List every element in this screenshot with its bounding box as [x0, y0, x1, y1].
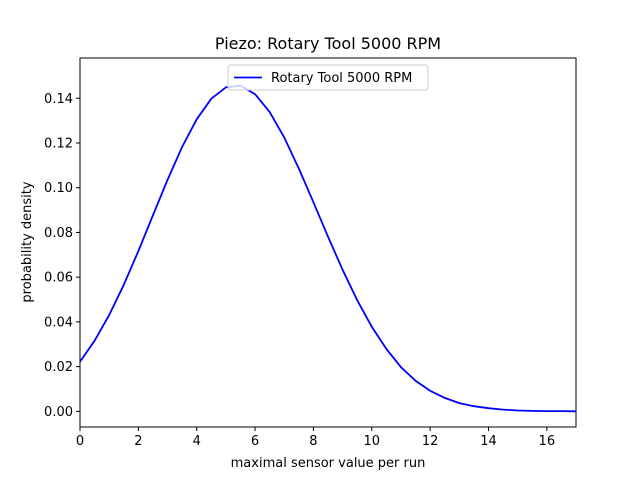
- x-tick-label: 14: [480, 434, 497, 449]
- y-tick-label: 0.14: [44, 92, 73, 107]
- series-line-0: [80, 84, 576, 413]
- y-tick-label: 0.12: [44, 136, 73, 151]
- x-tick-label: 4: [193, 434, 201, 449]
- y-axis-label: probability density: [20, 181, 35, 302]
- y-tick-label: 0.06: [44, 271, 73, 286]
- x-tick-label: 2: [134, 434, 142, 449]
- x-tick-label: 0: [76, 434, 84, 449]
- y-axis-ticks: 0.00 0.02 0.04 0.06 0.08 0.10 0.12 0.14: [44, 92, 80, 420]
- y-tick-label: 0.04: [44, 315, 73, 330]
- legend-label: Rotary Tool 5000 RPM: [271, 71, 412, 86]
- x-axis-ticks: 0 2 4 6 8 10 12 14 16: [76, 427, 555, 449]
- x-tick-label: 12: [422, 434, 439, 449]
- legend-box: [227, 64, 429, 91]
- y-tick-label: 0.00: [44, 405, 73, 420]
- y-tick-label: 0.02: [44, 360, 73, 375]
- chart-title: Piezo: Rotary Tool 5000 RPM: [215, 34, 441, 53]
- axes-frame: [79, 57, 577, 428]
- y-tick-label: 0.08: [44, 226, 73, 241]
- x-tick-label: 6: [251, 434, 259, 449]
- x-tick-label: 8: [309, 434, 317, 449]
- legend: Rotary Tool 5000 RPM: [227, 64, 429, 91]
- x-axis-label: maximal sensor value per run: [231, 456, 426, 471]
- plot-area: [79, 57, 577, 428]
- y-tick-label: 0.10: [44, 181, 73, 196]
- x-tick-label: 16: [539, 434, 556, 449]
- x-tick-label: 10: [363, 434, 380, 449]
